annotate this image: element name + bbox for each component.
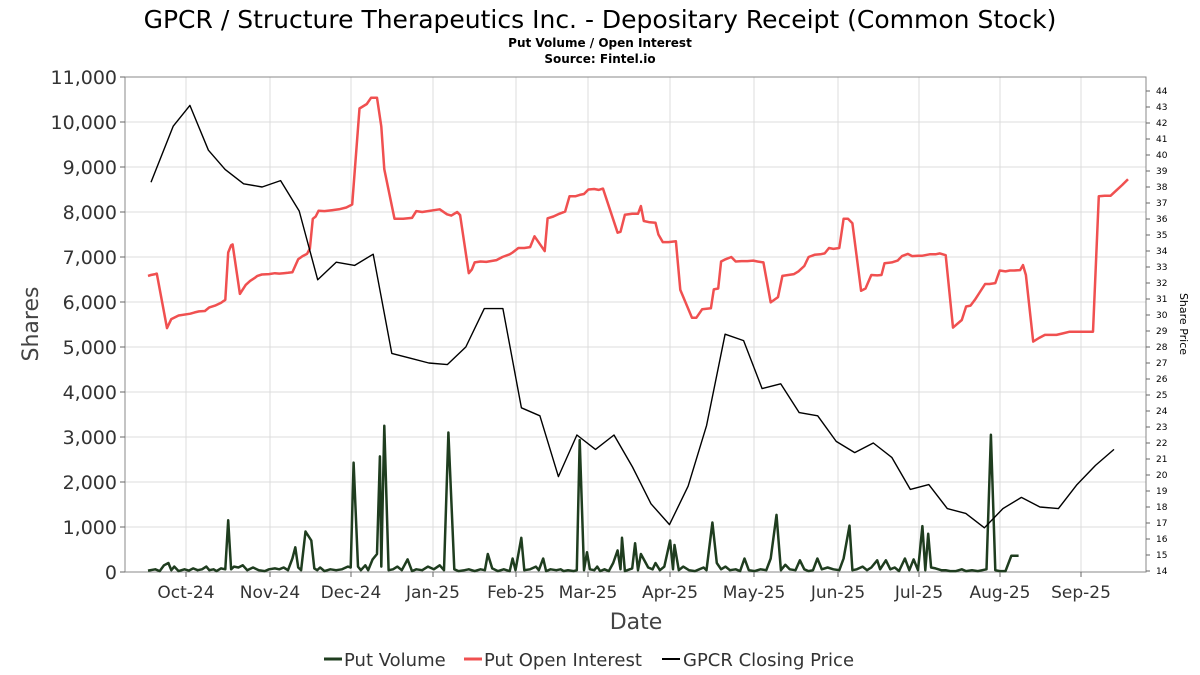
y-right-tick-label: 18 bbox=[1156, 503, 1168, 513]
y-tick-label: 5,000 bbox=[63, 337, 117, 359]
put-open-interest-line bbox=[147, 96, 1129, 343]
y-right-tick-label: 30 bbox=[1156, 311, 1168, 321]
y-right-tick-label: 23 bbox=[1156, 423, 1167, 433]
x-tick-label: Mar-25 bbox=[559, 583, 618, 603]
x-tick-label: Jul-25 bbox=[894, 583, 943, 603]
x-axis-label: Date bbox=[610, 610, 663, 635]
y-right-tick-label: 36 bbox=[1156, 215, 1168, 225]
y-right-tick-label: 35 bbox=[1156, 231, 1167, 241]
x-axis-ticks: Oct-24 Nov-24 Dec-24 Jan-25 Feb-25 Mar-25 Apr-… bbox=[157, 572, 1111, 603]
x-tick-label: Sep-25 bbox=[1051, 583, 1111, 603]
y-right-tick-label: 32 bbox=[1156, 279, 1167, 289]
y-tick-label: 2,000 bbox=[63, 472, 117, 494]
y-right-tick-label: 19 bbox=[1156, 487, 1168, 497]
y-right-tick-label: 24 bbox=[1156, 407, 1168, 417]
x-tick-label: Aug-25 bbox=[970, 583, 1031, 603]
y-tick-label: 4,000 bbox=[63, 382, 117, 404]
legend-label-gpcr-closing-price: GPCR Closing Price bbox=[683, 650, 854, 671]
right-axis-ticks: 14 15 16 17 18 19 20 21 22 23 24 25 26 27 28 29 30 31 32 33… bbox=[1146, 87, 1168, 577]
x-tick-label: Feb-25 bbox=[487, 583, 545, 603]
y-right-tick-label: 38 bbox=[1156, 183, 1168, 193]
y-right-tick-label: 43 bbox=[1156, 103, 1167, 113]
y-right-tick-label: 17 bbox=[1156, 519, 1167, 529]
chart-title: GPCR / Structure Therapeutics Inc. - Dep… bbox=[144, 5, 1057, 34]
x-tick-label: Jun-25 bbox=[810, 583, 865, 603]
y-right-tick-label: 37 bbox=[1156, 199, 1167, 209]
y-axis-right-label: Share Price bbox=[1177, 293, 1190, 355]
gpcr-closing-price-line bbox=[150, 104, 1115, 529]
put-volume-line bbox=[147, 424, 1019, 573]
y-tick-label: 1,000 bbox=[63, 517, 117, 539]
y-right-tick-label: 26 bbox=[1156, 375, 1168, 385]
y-right-tick-label: 16 bbox=[1156, 535, 1168, 545]
x-tick-label: Dec-24 bbox=[321, 583, 382, 603]
x-tick-label: Oct-24 bbox=[157, 583, 214, 603]
y-right-tick-label: 42 bbox=[1156, 119, 1167, 129]
y-right-tick-label: 28 bbox=[1156, 343, 1168, 353]
y-right-tick-label: 39 bbox=[1156, 167, 1168, 177]
y-tick-label: 0 bbox=[105, 562, 117, 584]
y-right-tick-label: 25 bbox=[1156, 391, 1167, 401]
legend-label-put-open-interest: Put Open Interest bbox=[484, 650, 642, 671]
chart-subtitle: Put Volume / Open Interest bbox=[508, 36, 692, 50]
y-right-tick-label: 40 bbox=[1156, 151, 1168, 161]
x-tick-label: Nov-24 bbox=[240, 583, 301, 603]
y-tick-label: 3,000 bbox=[63, 427, 117, 449]
y-right-tick-label: 31 bbox=[1156, 295, 1167, 305]
y-axis-label: Shares bbox=[19, 287, 44, 362]
left-axis-ticks: 0 1,000 2,000 3,000 4,000 5,000 6,000 7,000 8,00… bbox=[51, 67, 125, 584]
y-tick-label: 7,000 bbox=[63, 247, 117, 269]
y-right-tick-label: 41 bbox=[1156, 135, 1167, 145]
y-right-tick-label: 22 bbox=[1156, 439, 1167, 449]
y-tick-label: 10,000 bbox=[51, 112, 117, 134]
y-right-tick-label: 33 bbox=[1156, 263, 1167, 273]
chart-source: Source: Fintel.io bbox=[544, 52, 655, 66]
legend-label-put-volume: Put Volume bbox=[344, 650, 446, 671]
y-tick-label: 9,000 bbox=[63, 157, 117, 179]
y-right-tick-label: 27 bbox=[1156, 359, 1167, 369]
x-tick-label: Apr-25 bbox=[642, 583, 698, 603]
y-right-tick-label: 20 bbox=[1156, 471, 1168, 481]
y-tick-label: 11,000 bbox=[51, 67, 117, 89]
legend: Put Volume Put Open Interest GPCR Closin… bbox=[324, 650, 854, 671]
y-right-tick-label: 29 bbox=[1156, 327, 1168, 337]
y-right-tick-label: 34 bbox=[1156, 247, 1168, 257]
plot-area bbox=[124, 76, 1147, 573]
y-tick-label: 6,000 bbox=[63, 292, 117, 314]
y-right-tick-label: 21 bbox=[1156, 455, 1167, 465]
x-tick-label: Jan-25 bbox=[405, 583, 460, 603]
y-right-tick-label: 15 bbox=[1156, 551, 1167, 561]
x-tick-label: May-25 bbox=[723, 583, 786, 603]
series-lines bbox=[147, 96, 1129, 573]
y-right-tick-label: 44 bbox=[1156, 87, 1168, 97]
y-right-tick-label: 14 bbox=[1156, 567, 1168, 577]
y-tick-label: 8,000 bbox=[63, 202, 117, 224]
